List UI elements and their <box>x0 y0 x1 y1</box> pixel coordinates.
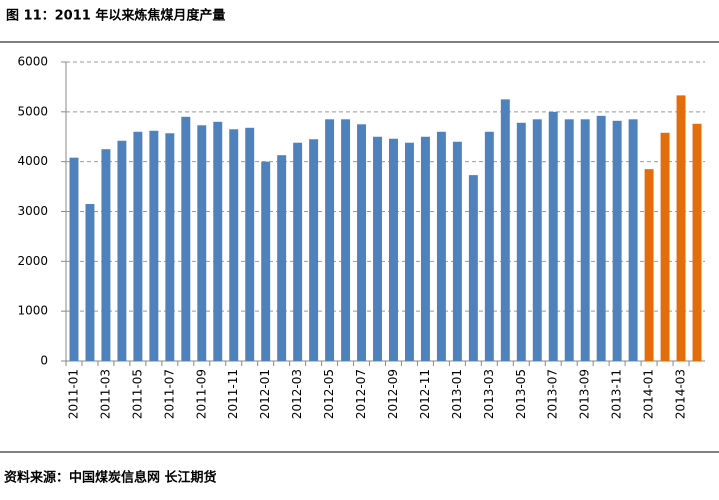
bar <box>468 175 478 361</box>
y-tick-label: 1000 <box>17 304 48 318</box>
x-tick-label: 2014-03 <box>674 369 688 419</box>
x-tick-label: 2013-09 <box>578 369 592 419</box>
x-tick-label: 2012-05 <box>322 369 336 419</box>
bar <box>660 132 670 361</box>
bar <box>596 115 606 361</box>
bar <box>165 133 175 361</box>
bar <box>516 122 526 362</box>
x-tick-label: 2013-05 <box>514 369 528 419</box>
x-tick-label: 2012-11 <box>418 369 432 419</box>
bar <box>612 120 622 361</box>
bar <box>341 119 351 361</box>
bar <box>85 204 95 361</box>
y-tick-label: 3000 <box>17 204 48 218</box>
bar <box>500 99 510 361</box>
y-tick-label: 4000 <box>17 154 48 168</box>
bar <box>548 111 558 361</box>
x-tick-label: 2011-01 <box>66 369 80 419</box>
x-tick-label: 2012-07 <box>354 369 368 419</box>
bar <box>181 116 191 361</box>
x-tick-label: 2011-07 <box>162 369 176 419</box>
bar <box>644 169 654 361</box>
x-tick-label: 2013-03 <box>482 369 496 419</box>
x-tick-label: 2013-07 <box>546 369 560 419</box>
x-tick-label: 2012-03 <box>290 369 304 419</box>
y-tick-label: 5000 <box>17 104 48 118</box>
bar <box>692 123 702 361</box>
y-tick-label: 0 <box>40 354 48 368</box>
bar <box>101 149 111 361</box>
bar <box>357 124 367 362</box>
bar <box>245 127 255 361</box>
source-note: 资料来源：中国煤炭信息网 长江期货 <box>4 470 217 486</box>
bar <box>389 138 398 361</box>
bar <box>309 139 319 361</box>
bar <box>452 141 462 361</box>
bar <box>484 131 494 361</box>
bar <box>277 155 287 361</box>
bar <box>580 119 590 361</box>
bar <box>213 121 223 361</box>
y-tick-label: 2000 <box>17 254 48 268</box>
bar <box>532 119 542 361</box>
x-tick-label: 2011-03 <box>98 369 112 419</box>
bar <box>676 95 686 361</box>
bar <box>325 119 335 361</box>
bar <box>229 129 239 361</box>
bar <box>420 136 430 361</box>
bar <box>117 140 127 361</box>
x-tick-label: 2012-01 <box>258 369 272 419</box>
x-tick-label: 2012-09 <box>386 369 400 419</box>
bar <box>404 142 414 361</box>
bar <box>69 157 79 361</box>
bar <box>261 161 271 361</box>
y-tick-label: 6000 <box>17 55 48 69</box>
x-tick-label: 2013-11 <box>610 369 624 419</box>
bar <box>197 125 207 361</box>
x-tick-label: 2011-05 <box>130 369 144 419</box>
bar <box>628 119 638 361</box>
bar <box>133 131 143 361</box>
bar <box>564 119 574 361</box>
x-tick-label: 2013-01 <box>450 369 464 419</box>
bar <box>436 131 446 361</box>
x-tick-label: 2014-01 <box>642 369 656 419</box>
bar <box>373 136 382 361</box>
x-tick-label: 2011-11 <box>226 369 240 419</box>
bar <box>149 130 159 361</box>
chart-title: 图 11：2011 年以来炼焦煤月度产量 <box>6 8 225 24</box>
bar <box>293 142 303 361</box>
x-tick-label: 2011-09 <box>194 369 208 419</box>
